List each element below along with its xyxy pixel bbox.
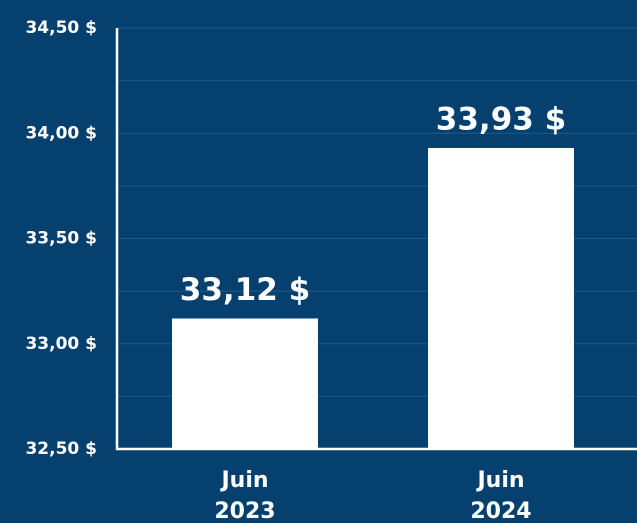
x-tick-label: 2024 [470,499,531,523]
y-tick-label: 32,50 $ [25,439,97,459]
x-tick-label: 2023 [214,499,275,523]
y-tick-label: 33,50 $ [25,229,97,249]
y-tick-label: 34,50 $ [25,18,97,38]
y-tick-label: 33,00 $ [25,334,97,354]
value-label: 33,12 $ [180,272,310,308]
bar [172,318,318,449]
value-label: 33,93 $ [436,101,566,137]
bar [428,147,574,450]
x-tick-label: Juin [219,468,268,493]
y-tick-label: 34,00 $ [25,123,97,143]
x-tick-label: Juin [475,468,524,493]
